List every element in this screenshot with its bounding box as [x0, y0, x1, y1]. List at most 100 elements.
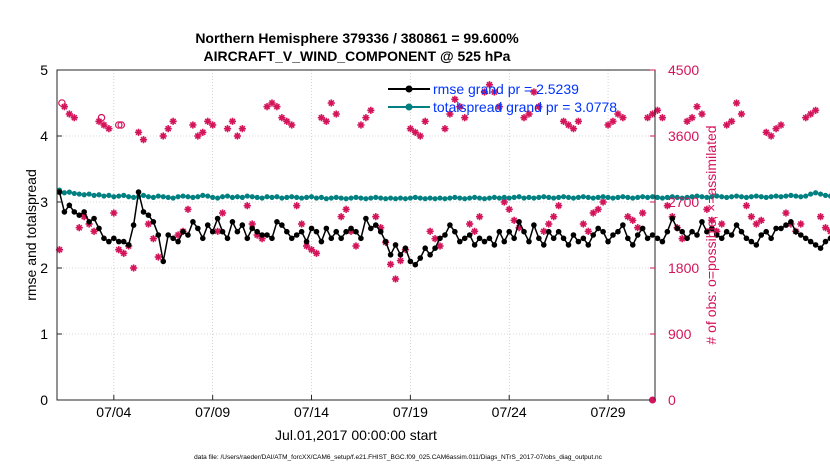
spread-point: [649, 194, 656, 200]
spread-point: [793, 193, 799, 199]
rmse-point: [456, 238, 463, 245]
spread-point: [565, 194, 572, 200]
spread-point: [131, 194, 137, 200]
spread-point: [546, 194, 552, 200]
spread-point: [219, 194, 226, 200]
rmse-point: [229, 219, 236, 225]
rmse-point: [748, 238, 755, 245]
obs-assimilated-point: [579, 220, 587, 228]
rmse-point: [733, 222, 740, 228]
grid: [57, 69, 655, 401]
rmse-point: [807, 238, 814, 245]
rmse-point: [264, 232, 270, 238]
spread-point: [116, 193, 122, 199]
obs-marker-stroke: [491, 88, 498, 96]
obs-assimilated-point: [639, 209, 647, 217]
rmse-point: [674, 225, 681, 232]
obs-assimilated-point: [278, 114, 286, 122]
obs-assimilated-point: [624, 213, 632, 221]
obs-marker-stroke: [802, 114, 809, 121]
obs-marker-stroke: [392, 275, 399, 283]
obs-assimilated-point: [327, 99, 335, 107]
spread-point: [145, 194, 152, 200]
obs-assimilated-point: [204, 117, 212, 125]
spread-point: [491, 194, 497, 200]
obs-assimilated-point: [683, 117, 691, 125]
obs-marker-stroke: [372, 213, 379, 220]
y-tick-label-right: 2700: [668, 194, 699, 210]
spread-point: [417, 195, 423, 201]
spread-point: [704, 194, 710, 200]
obs-marker-stroke: [619, 114, 626, 121]
spread-point: [640, 194, 646, 200]
obs-assimilated-point: [322, 117, 330, 125]
obs-marker-stroke: [362, 114, 369, 121]
spread-point: [817, 191, 824, 197]
rmse-point: [501, 238, 508, 245]
obs-assimilated-point: [391, 275, 400, 283]
rmse-point: [372, 222, 379, 228]
spread-point: [274, 194, 280, 200]
obs-marker-stroke: [703, 206, 710, 213]
rmse-point: [368, 225, 374, 232]
obs-assimilated-point: [421, 117, 429, 125]
obs-marker-stroke: [229, 118, 236, 125]
obs-assimilated-point: [233, 132, 241, 140]
rmse-point: [476, 235, 483, 242]
spread-point: [758, 194, 764, 200]
obs-assimilated-point: [406, 125, 414, 133]
obs-marker-stroke: [812, 107, 819, 114]
obs-marker-stroke: [827, 228, 830, 233]
obs-assimilated-point: [134, 128, 143, 136]
obs-marker-stroke: [100, 121, 108, 129]
obs-marker-stroke: [639, 209, 646, 217]
rmse-point: [323, 225, 330, 232]
legend-spread-marker: [405, 103, 413, 111]
spread-point: [595, 194, 601, 200]
obs-assimilated-point: [757, 216, 765, 224]
spread-point: [729, 194, 735, 200]
spread-point: [724, 194, 730, 200]
obs-marker-stroke: [204, 118, 211, 125]
obs-assimilated-point: [446, 110, 454, 118]
obs-marker-stroke: [323, 118, 330, 125]
rmse-point: [71, 209, 78, 215]
obs-marker-stroke: [90, 228, 98, 235]
rmse-point: [600, 228, 606, 235]
rmse-point: [753, 242, 760, 248]
rmse-point: [140, 209, 147, 215]
obs-assimilated-point: [574, 117, 582, 125]
obs-marker-stroke: [525, 110, 533, 118]
obs-assimilated-point: [396, 257, 405, 265]
spread-point: [348, 195, 354, 201]
rmse-point: [358, 235, 364, 242]
spread-point: [101, 193, 107, 199]
obs-marker-stroke: [565, 121, 572, 129]
obs-marker-stroke: [738, 110, 745, 118]
obs-assimilated-point: [698, 110, 706, 118]
spread-point: [200, 192, 206, 198]
spread-point: [373, 194, 379, 200]
spread-point: [570, 195, 577, 201]
obs-marker-stroke: [659, 114, 666, 121]
obs-marker-stroke: [679, 235, 686, 242]
obs-marker-stroke: [585, 228, 592, 235]
y-tick-label-right: 0: [668, 392, 676, 408]
spread-point: [368, 195, 374, 201]
spread-point: [476, 195, 483, 201]
obs-marker-stroke: [357, 121, 365, 129]
rmse-point: [793, 228, 799, 235]
obs-assimilated-point: [218, 209, 227, 217]
spread-point: [541, 194, 547, 200]
legend: rmse grand pr = 2.5239 totalspread grand…: [388, 81, 617, 115]
obs-marker-stroke: [644, 114, 651, 121]
spread-point: [160, 194, 166, 200]
obs-marker-stroke: [763, 129, 770, 136]
obs-assimilated-point: [782, 209, 790, 217]
spread-point: [86, 191, 92, 197]
rmse-point: [684, 235, 690, 242]
x-axis-label: Jul.01,2017 00:00:00 start: [275, 427, 437, 443]
obs-marker-stroke: [693, 103, 701, 110]
spread-point: [165, 194, 171, 200]
rmse-point: [180, 228, 186, 235]
